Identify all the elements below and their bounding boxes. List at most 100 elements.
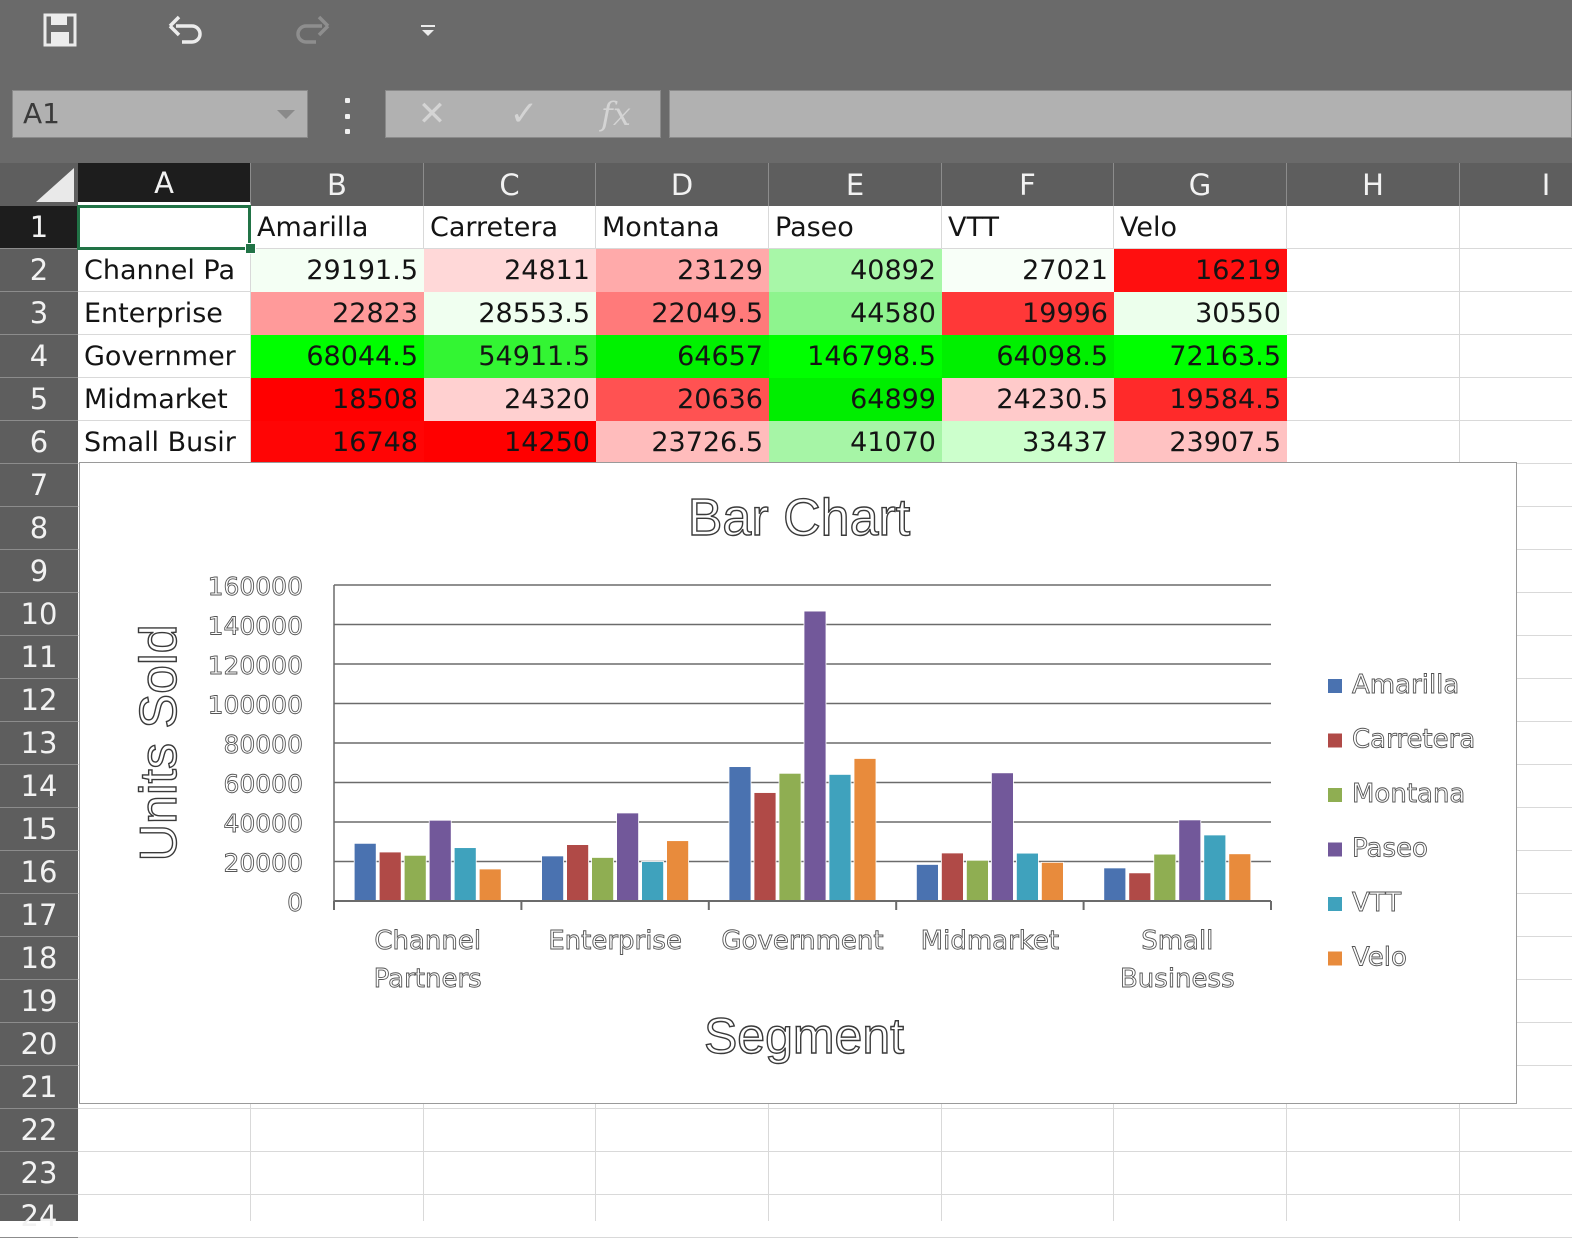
header-cell[interactable]: Montana bbox=[602, 212, 720, 243]
data-cell[interactable]: 54911.5 bbox=[424, 335, 596, 378]
row-header-22[interactable]: 22 bbox=[0, 1109, 78, 1152]
select-all-button[interactable] bbox=[0, 163, 78, 206]
column-header-b[interactable]: B bbox=[251, 163, 424, 206]
data-cell[interactable]: 41070 bbox=[769, 421, 942, 464]
row-header-19[interactable]: 19 bbox=[0, 980, 78, 1023]
data-cell[interactable]: 64098.5 bbox=[942, 335, 1114, 378]
row-header-11[interactable]: 11 bbox=[0, 636, 78, 679]
row-header-3[interactable]: 3 bbox=[0, 292, 78, 335]
row-header-24[interactable]: 24 bbox=[0, 1195, 78, 1238]
x-axis-title: Segment bbox=[704, 1008, 904, 1064]
row-header-16[interactable]: 16 bbox=[0, 851, 78, 894]
legend-label: VTT bbox=[1352, 888, 1401, 918]
column-header-i[interactable]: I bbox=[1460, 163, 1572, 206]
header-cell[interactable]: Paseo bbox=[775, 212, 854, 243]
data-cell[interactable]: 64657 bbox=[596, 335, 769, 378]
row-header-4[interactable]: 4 bbox=[0, 335, 78, 378]
name-box[interactable]: A1 bbox=[12, 90, 308, 138]
row-header-2[interactable]: 2 bbox=[0, 249, 78, 292]
row-header-1[interactable]: 1 bbox=[0, 206, 78, 249]
column-header-e[interactable]: E bbox=[769, 163, 942, 206]
data-cell[interactable]: 40892 bbox=[769, 249, 942, 292]
row-header-14[interactable]: 14 bbox=[0, 765, 78, 808]
data-cell[interactable]: 20636 bbox=[596, 378, 769, 421]
data-cell[interactable]: 72163.5 bbox=[1114, 335, 1287, 378]
data-cell[interactable]: 68044.5 bbox=[251, 335, 424, 378]
legend-label: Velo bbox=[1352, 943, 1407, 973]
row-header-18[interactable]: 18 bbox=[0, 937, 78, 980]
row-header-17[interactable]: 17 bbox=[0, 894, 78, 937]
y-tick-label: 160000 bbox=[208, 572, 303, 601]
data-cell[interactable]: 64899 bbox=[769, 378, 942, 421]
row-label-cell[interactable]: Midmarket bbox=[84, 384, 228, 415]
column-header-h[interactable]: H bbox=[1287, 163, 1460, 206]
row-label-cell[interactable]: Small Busir bbox=[84, 427, 236, 458]
insert-function-icon[interactable]: fx bbox=[601, 95, 631, 133]
bar-carretera bbox=[566, 844, 590, 902]
row-header-21[interactable]: 21 bbox=[0, 1066, 78, 1109]
column-header-d[interactable]: D bbox=[596, 163, 769, 206]
data-cell[interactable]: 29191.5 bbox=[251, 249, 424, 292]
cancel-icon[interactable]: ✕ bbox=[417, 94, 447, 134]
data-cell[interactable]: 22823 bbox=[251, 292, 424, 335]
enter-icon[interactable]: ✓ bbox=[509, 94, 539, 134]
data-cell[interactable]: 14250 bbox=[424, 421, 596, 464]
bar-chart[interactable]: Bar Chart 160000 140000 120000 100000 80000 60… bbox=[79, 462, 1517, 1104]
column-header-f[interactable]: F bbox=[942, 163, 1114, 206]
data-cell[interactable]: 16219 bbox=[1114, 249, 1287, 292]
undo-icon[interactable] bbox=[164, 8, 208, 52]
row-header-8[interactable]: 8 bbox=[0, 507, 78, 550]
data-cell[interactable]: 23907.5 bbox=[1114, 421, 1287, 464]
row-header-9[interactable]: 9 bbox=[0, 550, 78, 593]
data-cell[interactable]: 19584.5 bbox=[1114, 378, 1287, 421]
row-label-cell[interactable]: Enterprise bbox=[84, 298, 223, 329]
data-cell[interactable]: 24230.5 bbox=[942, 378, 1114, 421]
data-cell[interactable]: 33437 bbox=[942, 421, 1114, 464]
row-label-cell[interactable]: Governmer bbox=[84, 341, 236, 372]
customize-dropdown-icon[interactable] bbox=[406, 8, 450, 52]
data-cell[interactable]: 16748 bbox=[251, 421, 424, 464]
row-header-13[interactable]: 13 bbox=[0, 722, 78, 765]
formula-input[interactable] bbox=[669, 90, 1572, 138]
data-cell[interactable]: 22049.5 bbox=[596, 292, 769, 335]
row-header-5[interactable]: 5 bbox=[0, 378, 78, 421]
redo-icon[interactable] bbox=[290, 8, 334, 52]
column-header-a[interactable]: A bbox=[78, 163, 251, 206]
row-header-10[interactable]: 10 bbox=[0, 593, 78, 636]
column-header-c[interactable]: C bbox=[424, 163, 596, 206]
data-cell[interactable]: 24320 bbox=[424, 378, 596, 421]
y-tick-label: 100000 bbox=[208, 691, 303, 720]
quick-access-toolbar bbox=[0, 0, 1572, 68]
data-cell[interactable]: 27021 bbox=[942, 249, 1114, 292]
x-tick-label: Government bbox=[721, 926, 883, 956]
row-header-20[interactable]: 20 bbox=[0, 1023, 78, 1066]
data-cell[interactable]: 44580 bbox=[769, 292, 942, 335]
row-header-23[interactable]: 23 bbox=[0, 1152, 78, 1195]
row-label-cell[interactable]: Channel Pa bbox=[84, 255, 236, 286]
bar-montana bbox=[778, 772, 802, 902]
data-cell[interactable]: 28553.5 bbox=[424, 292, 596, 335]
more-options-icon[interactable] bbox=[337, 98, 357, 134]
header-cell[interactable]: VTT bbox=[948, 212, 999, 243]
worksheet-grid[interactable]: Amarilla Carretera Montana Paseo VTT Velo Chan… bbox=[78, 206, 1572, 1238]
column-header-g[interactable]: G bbox=[1114, 163, 1287, 206]
data-cell[interactable]: 30550 bbox=[1114, 292, 1287, 335]
bar-paseo bbox=[1178, 819, 1202, 902]
row-header-15[interactable]: 15 bbox=[0, 808, 78, 851]
chevron-down-icon[interactable] bbox=[277, 110, 295, 119]
data-cell[interactable]: 23726.5 bbox=[596, 421, 769, 464]
data-cell[interactable]: 18508 bbox=[251, 378, 424, 421]
header-cell[interactable]: Carretera bbox=[430, 212, 558, 243]
data-cell[interactable]: 23129 bbox=[596, 249, 769, 292]
data-cell[interactable]: 19996 bbox=[942, 292, 1114, 335]
header-cell[interactable]: Velo bbox=[1120, 212, 1178, 243]
data-cell[interactable]: 24811 bbox=[424, 249, 596, 292]
save-icon[interactable] bbox=[38, 8, 82, 52]
data-cell[interactable]: 146798.5 bbox=[769, 335, 942, 378]
row-header-6[interactable]: 6 bbox=[0, 421, 78, 464]
row-header-12[interactable]: 12 bbox=[0, 679, 78, 722]
bar-vtt bbox=[453, 847, 477, 902]
row-header-7[interactable]: 7 bbox=[0, 464, 78, 507]
fill-handle[interactable] bbox=[245, 243, 256, 254]
header-cell[interactable]: Amarilla bbox=[257, 212, 369, 243]
